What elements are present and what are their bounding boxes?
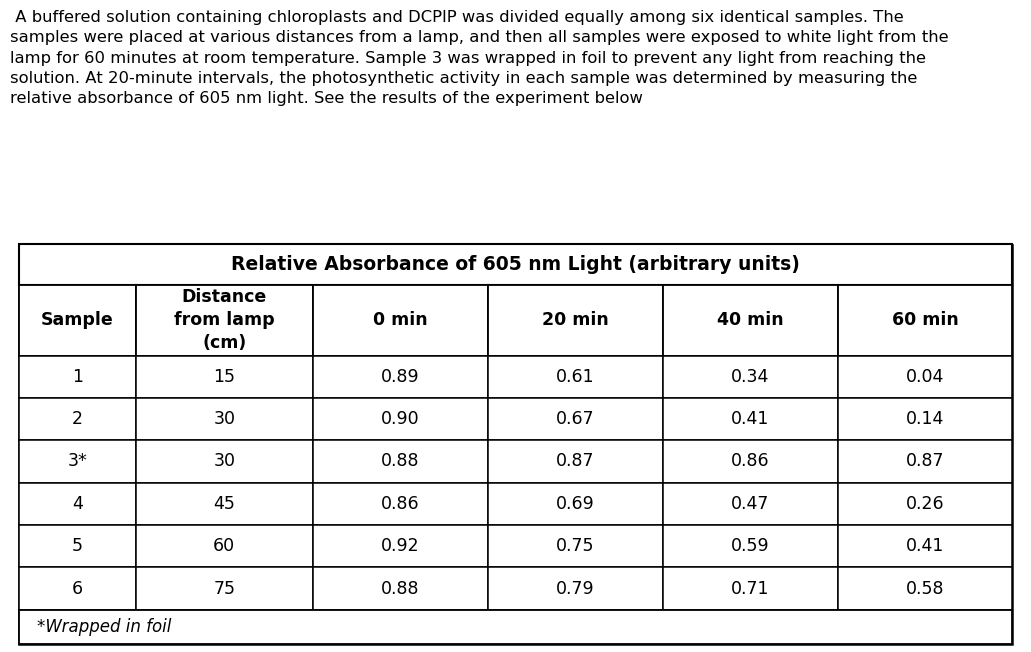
Text: 2: 2 [72,410,82,428]
Bar [488,285,663,355]
Text: 60 min: 60 min [892,311,959,329]
Text: 0.87: 0.87 [556,452,595,471]
Bar [19,285,136,355]
Bar [136,355,312,398]
Text: 30: 30 [213,410,235,428]
Bar [663,525,837,567]
Text: 0.86: 0.86 [380,495,420,513]
Text: 0.14: 0.14 [906,410,944,428]
Text: 0.86: 0.86 [731,452,769,471]
Text: 0.88: 0.88 [381,452,420,471]
Text: 0.71: 0.71 [731,580,769,598]
Text: 0.47: 0.47 [731,495,769,513]
Bar [312,525,488,567]
Bar [19,355,136,398]
Bar [19,244,1012,285]
Text: 1: 1 [72,368,82,386]
Bar [663,482,837,525]
Text: 0.61: 0.61 [556,368,595,386]
Bar [837,482,1012,525]
Bar [488,567,663,610]
Text: 0.87: 0.87 [905,452,944,471]
Bar [663,398,837,440]
Text: 0.34: 0.34 [731,368,769,386]
Bar [19,525,136,567]
Bar [19,440,136,482]
Text: 0.59: 0.59 [731,537,769,556]
Bar [663,567,837,610]
Text: 45: 45 [213,495,235,513]
Bar [488,440,663,482]
Bar [312,355,488,398]
Text: 6: 6 [71,580,82,598]
Text: Relative Absorbance of 605 nm Light (arbitrary units): Relative Absorbance of 605 nm Light (arb… [231,255,800,274]
Text: 0.79: 0.79 [556,580,595,598]
Bar [488,355,663,398]
Bar [136,440,312,482]
Bar [837,355,1012,398]
Bar [136,482,312,525]
Text: 75: 75 [213,580,235,598]
Text: *Wrapped in foil: *Wrapped in foil [37,618,171,636]
Bar [837,398,1012,440]
Text: 15: 15 [213,368,235,386]
Text: 20 min: 20 min [541,311,608,329]
Bar [488,398,663,440]
Text: 3*: 3* [67,452,87,471]
Text: Sample: Sample [41,311,113,329]
Text: 0.90: 0.90 [380,410,420,428]
Text: 0.69: 0.69 [556,495,595,513]
Bar [312,567,488,610]
Text: 0.67: 0.67 [556,410,595,428]
Bar [663,285,837,355]
Bar [136,567,312,610]
Bar [19,482,136,525]
Text: 4: 4 [72,495,82,513]
Bar [488,482,663,525]
Bar [312,398,488,440]
Text: 0.92: 0.92 [380,537,420,556]
Bar [312,440,488,482]
Text: 0.41: 0.41 [906,537,944,556]
Text: 40 min: 40 min [717,311,784,329]
Bar [488,525,663,567]
Bar [19,398,136,440]
Text: Distance
from lamp
(cm): Distance from lamp (cm) [174,288,274,352]
Bar [19,610,1012,644]
Bar [663,355,837,398]
Text: 60: 60 [213,537,235,556]
Text: 0.58: 0.58 [905,580,944,598]
Text: 0.04: 0.04 [906,368,944,386]
Bar [136,525,312,567]
Bar [837,285,1012,355]
Text: 30: 30 [213,452,235,471]
Bar [837,567,1012,610]
Bar [663,440,837,482]
Text: 0.89: 0.89 [380,368,420,386]
Text: 0.88: 0.88 [381,580,420,598]
Bar [837,440,1012,482]
Bar [19,567,136,610]
Bar [136,398,312,440]
Bar [136,285,312,355]
Text: 0.41: 0.41 [731,410,769,428]
Text: A buffered solution containing chloroplasts and DCPIP was divided equally among : A buffered solution containing chloropla… [10,10,949,106]
Bar [312,285,488,355]
Text: 0.26: 0.26 [905,495,944,513]
Bar [312,482,488,525]
Text: 5: 5 [72,537,82,556]
Text: 0 min: 0 min [373,311,428,329]
Bar [837,525,1012,567]
Text: 0.75: 0.75 [556,537,595,556]
Bar [19,244,1012,644]
